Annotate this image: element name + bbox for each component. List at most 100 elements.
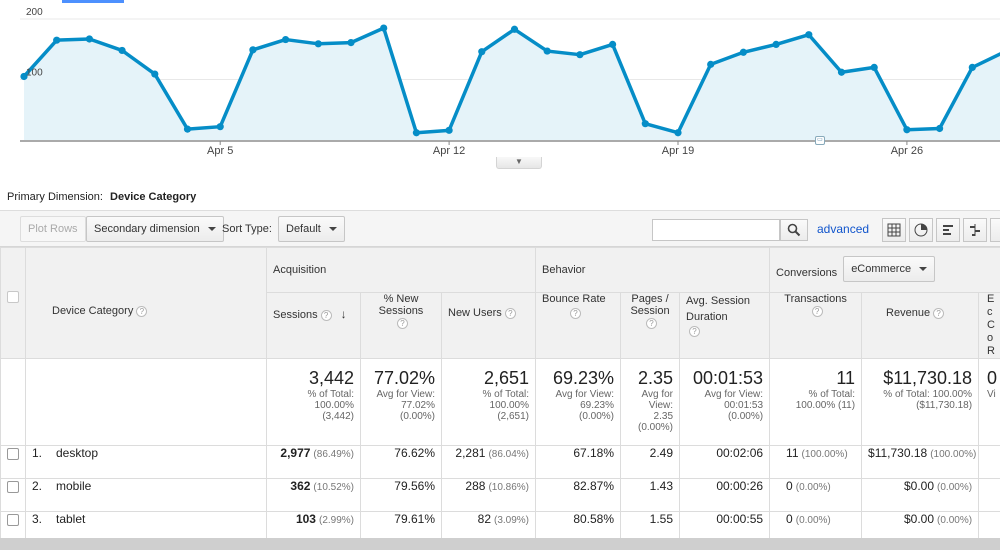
data-point: [543, 47, 551, 55]
report-table: Device Category? Acquisition Behavior Co…: [0, 247, 1000, 545]
help-icon[interactable]: ?: [397, 317, 408, 329]
totals-pct-new-sessions: 77.02% Avg for View: 77.02% (0.00%): [360, 358, 442, 446]
y-tick-label: 200: [26, 7, 43, 18]
data-point: [216, 123, 224, 131]
data-point: [609, 40, 617, 49]
bounce-rate-header[interactable]: Bounce Rate?: [535, 292, 622, 359]
plot-rows-button[interactable]: Plot Rows: [20, 216, 86, 242]
pct-new-sessions-label: % New Sessions: [378, 293, 424, 317]
bounce-rate-label: Bounce Rate: [542, 293, 606, 305]
ecommerce-conv-rate-header[interactable]: Ec Co R: [978, 292, 1000, 359]
conversions-dropdown[interactable]: eCommerce: [843, 256, 936, 282]
x-tick-label: Apr 19: [662, 145, 694, 157]
pages-session-header[interactable]: Pages / Session?: [620, 292, 681, 359]
data-point: [282, 35, 290, 44]
annotation-icon[interactable]: ▭: [815, 136, 825, 145]
sessions-header[interactable]: Sessions? ↓: [266, 292, 361, 359]
chart-collapse-handle[interactable]: ▼: [496, 157, 542, 169]
primary-dimension-value[interactable]: Device Category: [110, 191, 197, 203]
table-search-input[interactable]: [652, 219, 780, 241]
row-checkbox[interactable]: [7, 480, 19, 493]
sessions-cell: 362 (10.52%): [266, 478, 361, 512]
data-point: [837, 68, 846, 76]
secondary-dimension-label: Secondary dimension: [94, 223, 200, 235]
help-icon[interactable]: ?: [136, 305, 148, 317]
revenue-value: $0.00: [904, 512, 935, 526]
table-row: 2. mobile 362 (10.52%) 79.56% 288 (10.86%) 82.8…: [0, 478, 1000, 512]
pct-new-cell: 79.56%: [360, 478, 442, 512]
row-checkbox[interactable]: [7, 513, 19, 526]
pivot-view-button[interactable]: [990, 218, 1000, 242]
bar-view-icon: [943, 225, 953, 235]
series-line: [22, 26, 1000, 135]
data-point: [20, 72, 28, 81]
help-icon[interactable]: ?: [646, 317, 658, 329]
sessions-chart: 200 100 Apr 5 Apr 12 Apr 19 Apr 26 ▭ ▼: [0, 0, 1000, 170]
sessions-value: 2,977: [280, 446, 311, 460]
new-users-label: New Users: [448, 307, 502, 319]
row-checkbox-cell: [0, 445, 26, 479]
data-point: [641, 120, 649, 128]
device-cell: 2. mobile: [25, 478, 267, 512]
new-users-pct: (10.86%): [488, 482, 530, 493]
totals-avg-session-duration: 00:01:53 Avg for View: 00:01:53 (0.00%): [679, 358, 771, 446]
ecommerce-conv-rate-cell: [978, 478, 1000, 512]
pie-view-button[interactable]: [909, 218, 933, 242]
data-point: [118, 46, 126, 55]
data-point: [314, 40, 322, 48]
revenue-label: Revenue: [886, 307, 931, 319]
new-users-header[interactable]: New Users?: [440, 292, 537, 359]
horizontal-scrollbar[interactable]: [0, 538, 1000, 550]
duration-cell: 00:00:26: [679, 478, 771, 512]
data-point: [412, 129, 420, 137]
ecommerce-conv-rate-label: Ec Co R: [987, 293, 995, 358]
revenue-header[interactable]: Revenue?: [861, 292, 980, 359]
device-link[interactable]: desktop: [56, 446, 99, 460]
device-link[interactable]: tablet: [56, 512, 86, 526]
table-row: 1. desktop 2,977 (86.49%) 76.62% 2,281 (86.04%…: [0, 445, 1000, 479]
select-all-checkbox[interactable]: [7, 291, 19, 304]
bar-view-button[interactable]: [936, 218, 960, 242]
x-tick-label: Apr 26: [891, 145, 923, 157]
data-point: [903, 126, 911, 134]
x-tick-label: Apr 5: [207, 145, 233, 157]
grid-view-button[interactable]: [882, 218, 906, 242]
data-point: [183, 125, 192, 133]
dimension-header[interactable]: Device Category?: [25, 247, 267, 359]
help-icon[interactable]: ?: [504, 307, 516, 319]
sessions-pct: (2.99%): [318, 515, 354, 526]
advanced-filter-link[interactable]: advanced: [817, 222, 870, 236]
compare-view-button[interactable]: [963, 218, 987, 242]
avg-session-duration-header[interactable]: Avg. Session Duration?: [679, 292, 771, 359]
table-body: 1. desktop 2,977 (86.49%) 76.62% 2,281 (86.04%…: [0, 445, 1000, 545]
primary-dimension-label: Primary Dimension:: [7, 191, 103, 203]
duration-cell: 00:02:06: [679, 445, 771, 479]
help-icon[interactable]: ?: [320, 309, 332, 321]
transactions-value: 0: [786, 512, 793, 526]
new-users-cell: 288 (10.86%): [440, 478, 537, 512]
transactions-cell: 0 (0.00%): [769, 478, 863, 512]
data-point: [347, 38, 355, 47]
chevron-down-icon: [919, 267, 928, 272]
sort-type-label: Sort Type:: [222, 223, 272, 235]
secondary-dimension-dropdown[interactable]: Secondary dimension: [86, 216, 224, 242]
bounce-cell: 67.18%: [535, 445, 622, 479]
help-icon[interactable]: ?: [570, 308, 582, 319]
data-point: [85, 35, 93, 43]
sessions-pct: (86.49%): [313, 449, 354, 460]
pct-new-sessions-header[interactable]: % New Sessions?: [360, 292, 442, 359]
transactions-header[interactable]: Transactions?: [769, 292, 863, 359]
chevron-down-icon: [207, 227, 216, 232]
transactions-value: 0: [786, 479, 793, 493]
help-icon[interactable]: ?: [933, 307, 945, 319]
sort-type-dropdown[interactable]: Default: [278, 216, 345, 242]
help-icon[interactable]: ?: [689, 325, 701, 337]
sort-type-value: Default: [286, 223, 321, 235]
row-checkbox[interactable]: [7, 447, 19, 460]
help-icon[interactable]: ?: [811, 305, 823, 317]
search-button[interactable]: [780, 219, 808, 241]
grid-view-icon: [887, 223, 901, 237]
data-point: [968, 63, 976, 71]
device-link[interactable]: mobile: [56, 479, 92, 493]
revenue-pct: (100.00%): [930, 449, 977, 460]
